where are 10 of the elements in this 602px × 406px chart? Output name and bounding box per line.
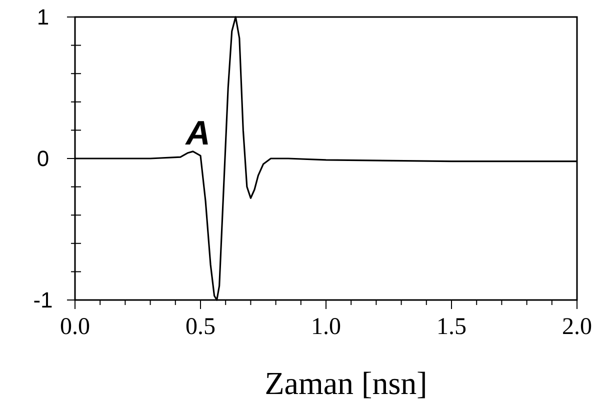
x-tick-label: 0.0 — [60, 314, 90, 340]
x-tick-label: 1.0 — [311, 314, 341, 340]
x-tick-label: 0.5 — [186, 314, 216, 340]
y-tick-label: 0 — [36, 146, 50, 172]
y-tick-label: 1 — [36, 4, 50, 30]
x-axis-title: Zaman [nsn] — [264, 365, 428, 401]
x-tick-label: 1.5 — [436, 314, 466, 340]
x-tick-label: 2.0 — [562, 314, 592, 340]
annotation: A — [184, 114, 210, 152]
y-tick-label: -1 — [33, 288, 53, 313]
